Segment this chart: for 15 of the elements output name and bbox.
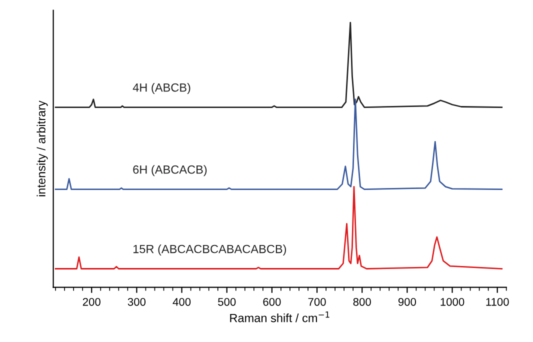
x-tick-label: 200 — [82, 298, 100, 306]
series-label: 15R (ABCACBCABACABCB) — [133, 244, 286, 256]
x-tick-label: 600 — [263, 298, 281, 306]
x-tick-label: 700 — [308, 298, 326, 306]
x-tick-label: 1000 — [440, 298, 464, 306]
x-tick-label: 300 — [128, 298, 146, 306]
x-tick-label: 1100 — [486, 298, 509, 306]
x-tick-label: 400 — [172, 298, 191, 306]
x-tick-label: 900 — [398, 298, 416, 306]
series-label: 6H (ABCACB) — [133, 165, 207, 176]
x-axis-title: Raman shift / cm$^{−1}$ — [230, 312, 330, 322]
x-tick-label: 800 — [353, 298, 371, 306]
x-tick-label: 500 — [218, 298, 236, 306]
series-label: 4H (ABCB) — [132, 83, 190, 94]
y-axis-title: intensity / arbitrary — [36, 100, 48, 196]
